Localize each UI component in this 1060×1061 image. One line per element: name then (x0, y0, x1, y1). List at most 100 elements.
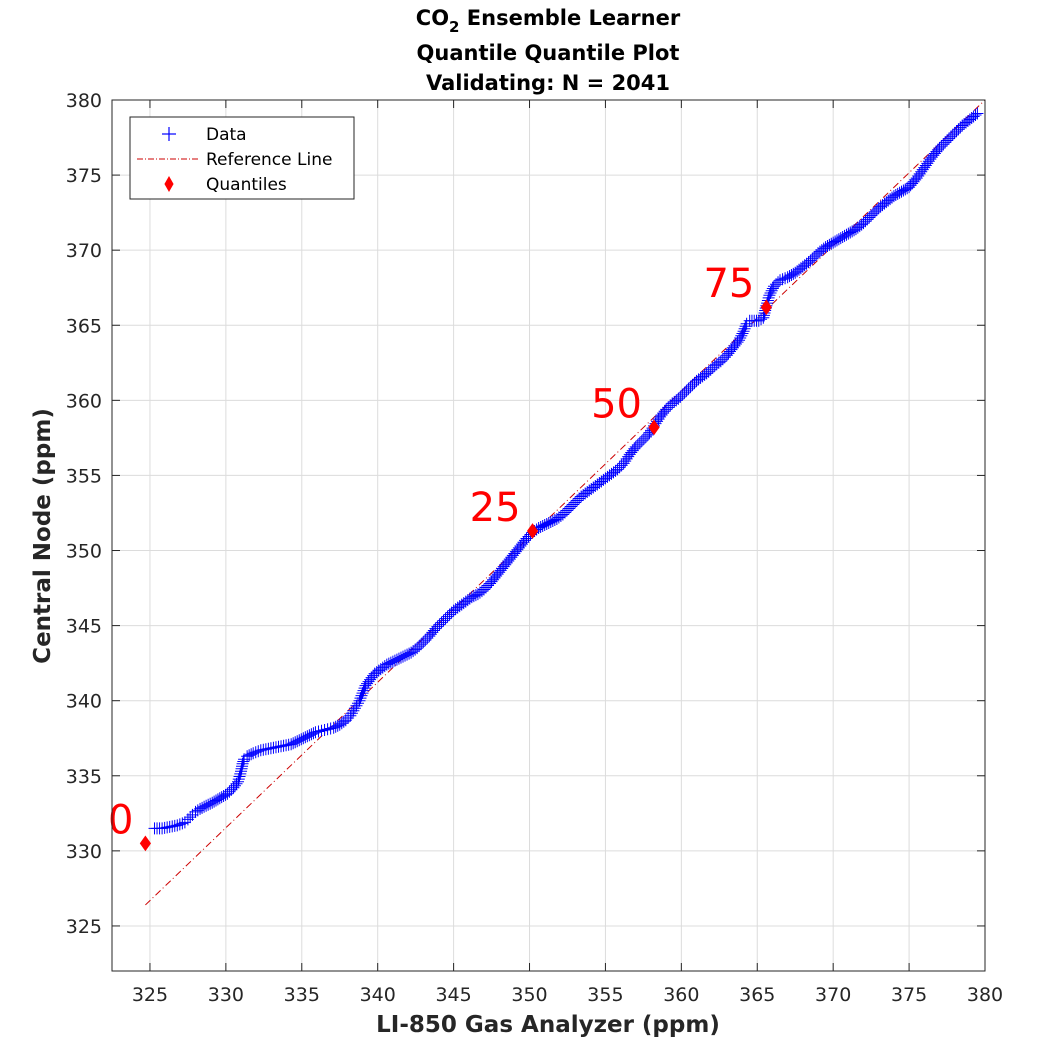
data-point (184, 811, 197, 824)
data-point (762, 291, 775, 304)
data-point (282, 738, 295, 751)
data-point (230, 777, 243, 790)
data-point (620, 452, 633, 465)
data-point (339, 714, 352, 727)
y-tick-label: 325 (66, 916, 102, 938)
data-point (254, 744, 267, 757)
data-point (344, 709, 357, 722)
plot-area (112, 100, 985, 971)
quantile-marker (526, 523, 539, 539)
x-tick-label: 330 (208, 984, 244, 1006)
data-point (166, 820, 179, 833)
y-tick-label: 330 (66, 841, 102, 863)
data-point (764, 286, 777, 299)
data-point (262, 742, 275, 755)
data-point (347, 704, 360, 717)
data-point (969, 109, 982, 122)
data-point (264, 742, 277, 755)
data-point (315, 724, 328, 737)
data-point (235, 765, 248, 778)
x-axis-ticks: 325 330 335 340 345 350 355 360 365 370 375 380 (132, 100, 1003, 1006)
data-point (357, 684, 370, 697)
data-point (171, 819, 184, 832)
legend: Data Reference Line Quantiles (129, 116, 355, 200)
legend-item-data: Data (162, 125, 247, 145)
data-point (257, 743, 270, 756)
y-axis-label: Central Node (ppm) (30, 408, 56, 664)
data-point (277, 739, 290, 752)
x-tick-label: 375 (891, 984, 927, 1006)
data-point (752, 314, 765, 327)
data-point (233, 770, 246, 783)
data-point (307, 727, 320, 740)
data-series (148, 107, 984, 835)
data-point (971, 107, 984, 120)
data-point (318, 723, 331, 736)
quantile-label: 25 (470, 485, 521, 531)
data-point (737, 325, 750, 338)
quantile-marker (760, 299, 772, 316)
data-point (309, 726, 322, 739)
legend-label-data: Data (206, 125, 247, 145)
data-point (186, 808, 199, 821)
chart-subtitle-2: Validating: N = 2041 (426, 71, 670, 95)
chart-title: CO2 Ensemble Learner (416, 6, 681, 36)
legend-item-reference-line: Reference Line (137, 150, 332, 170)
x-tick-label: 325 (132, 984, 168, 1006)
y-tick-label: 355 (66, 465, 102, 487)
data-point (351, 697, 364, 710)
data-point (321, 723, 334, 736)
data-point (763, 289, 776, 302)
x-tick-label: 350 (511, 984, 547, 1006)
data-point (733, 334, 746, 347)
data-point (901, 182, 914, 195)
y-tick-label: 360 (66, 390, 102, 412)
data-point (354, 692, 367, 705)
data-point (168, 819, 181, 832)
y-tick-label: 335 (66, 766, 102, 788)
data-point (232, 775, 245, 788)
data-point (738, 322, 751, 335)
data-point (161, 821, 174, 834)
data-point (734, 332, 747, 345)
x-tick-label: 370 (815, 984, 851, 1006)
data-point (740, 317, 753, 330)
data-point (736, 327, 749, 340)
data-point (735, 329, 748, 342)
title-subscript: 2 (449, 18, 459, 36)
reference-line-segment (145, 99, 986, 906)
x-tick-label: 345 (435, 984, 471, 1006)
data-point (189, 805, 202, 818)
data-point (757, 311, 770, 324)
data-point (269, 741, 282, 754)
x-tick-label: 365 (739, 984, 775, 1006)
data-point (324, 722, 337, 735)
data-point (353, 694, 366, 707)
data-point (236, 757, 249, 770)
data-point (641, 428, 654, 441)
legend-item-quantiles: Quantiles (164, 175, 287, 195)
x-tick-label: 355 (587, 984, 623, 1006)
data-point (249, 746, 262, 759)
data-point (232, 773, 245, 786)
y-tick-label: 380 (66, 90, 102, 112)
data-point (776, 273, 789, 286)
data-point (234, 767, 247, 780)
data-point (358, 682, 371, 695)
data-point (345, 707, 358, 720)
data-point (247, 747, 260, 760)
y-axis-ticks: 325 330 335 340 345 350 355 360 365 370 375 380 (66, 90, 985, 938)
plot-frame (111, 99, 986, 972)
data-point (267, 741, 280, 754)
data-point (272, 740, 285, 753)
data-point (312, 725, 325, 738)
x-tick-label: 335 (284, 984, 320, 1006)
data-point (163, 820, 176, 833)
data-point (619, 455, 632, 468)
legend-diamond-icon (164, 175, 174, 193)
data-point (252, 745, 265, 758)
x-tick-label: 360 (663, 984, 699, 1006)
data-point (765, 284, 778, 297)
